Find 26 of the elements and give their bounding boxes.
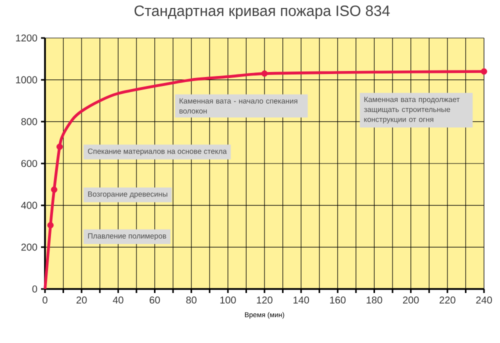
x-tick-label: 240 [476, 296, 492, 304]
y-tick-label: 0 [32, 285, 38, 293]
chart-title: Стандартная кривая пожара ISO 834 [134, 6, 390, 20]
x-tick-label: 0 [42, 296, 48, 304]
x-tick-label: 120 [256, 296, 272, 304]
x-tick-label: 60 [150, 296, 160, 304]
y-tick-label: 1000 [16, 76, 38, 84]
y-tick-label: 1200 [16, 34, 38, 42]
y-tick-label: 400 [21, 202, 38, 209]
x-tick-label: 40 [112, 296, 124, 304]
x-tick-label: 140 [294, 296, 310, 304]
x-tick-label: 80 [186, 296, 196, 304]
point [261, 70, 268, 77]
x-tick-label: 180 [366, 296, 382, 304]
x-tick-label: 100 [220, 296, 236, 304]
y-tick-label: 800 [21, 118, 38, 126]
point [50, 186, 58, 193]
y-tick-label: 600 [21, 160, 38, 168]
point [56, 144, 63, 150]
y-tick-label: 200 [21, 244, 38, 251]
point [480, 68, 488, 75]
x-tick-label: 160 [330, 296, 346, 304]
x-tick-label: 220 [440, 296, 456, 304]
point [47, 222, 54, 228]
x-tick-label: 200 [403, 296, 419, 304]
x-tick-label: 20 [76, 296, 87, 304]
